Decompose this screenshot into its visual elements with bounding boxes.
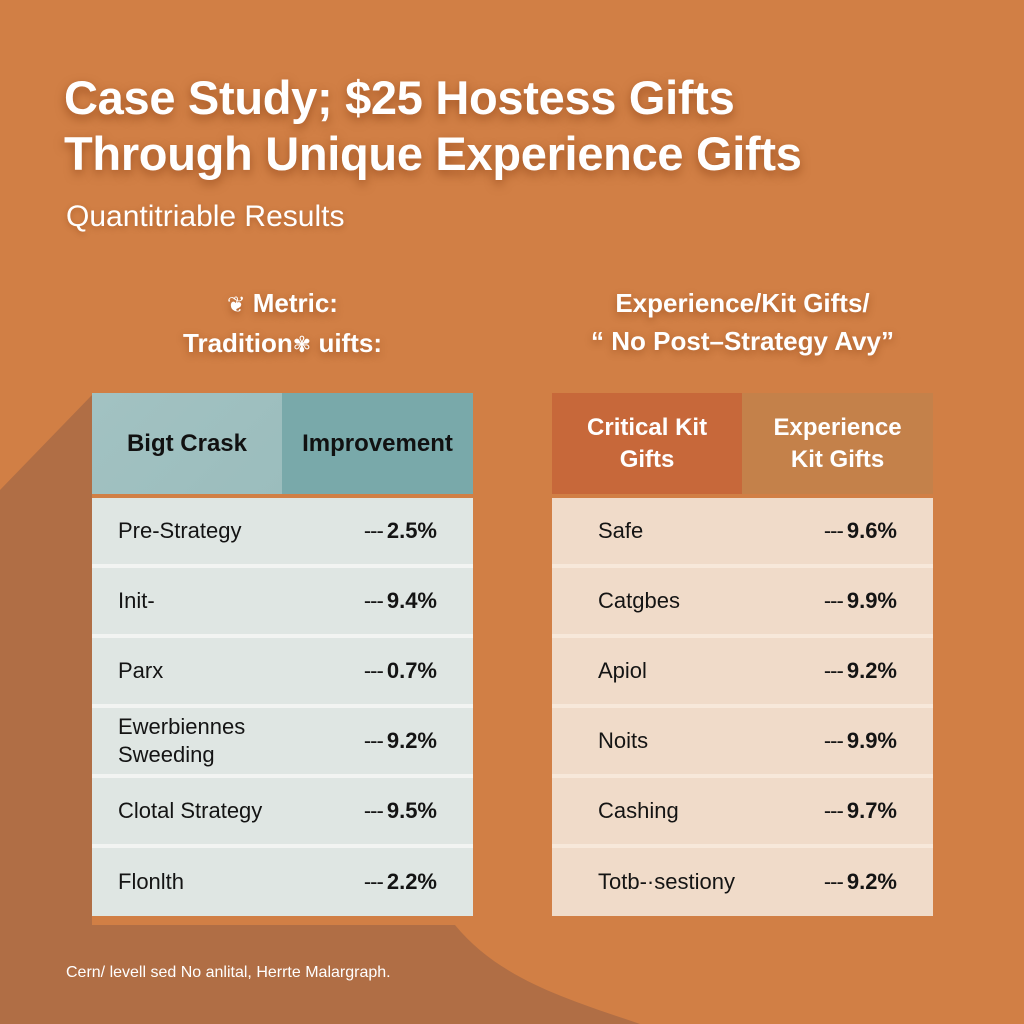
left-heading-line-1: Metric: [252,288,338,318]
column-header: Experience Kit Gifts [742,393,933,494]
page-title: Case Study; $25 Hostess Gifts Through Un… [64,70,802,182]
row-value: --- 9.2% [823,869,897,894]
row-label: Flonlth [118,869,185,894]
column-header: Critical Kit Gifts [552,393,743,494]
footnote: Cern/ levell sed No anlital, Herrte Mala… [66,964,391,981]
table-row: Flonlth --- 2.2% [92,848,473,916]
table-row: Noits --- 9.9% [552,708,933,774]
row-value: --- 9.9% [823,588,897,613]
row-label: Clotal Strategy [118,798,263,823]
row-label: Ewerbiennes Sweeding [118,714,246,767]
row-label: Safe [598,518,644,543]
row-value: --- 9.9% [823,728,897,753]
row-value: --- 0.7% [363,658,437,683]
right-heading-line-1: Experience/Kit Gifts/ [615,288,870,318]
title-line-1: Case Study; $25 Hostess Gifts [64,71,735,124]
left-heading-line-2a: Tradition [183,328,293,358]
row-label: Noits [598,728,649,753]
column-header: Improvement [282,393,473,494]
table-row: Parx --- 0.7% [92,638,473,704]
table-row: Ewerbiennes Sweeding --- 9.2% [92,708,473,774]
row-value: --- 9.5% [363,798,437,823]
experience-gifts-table: Critical Kit Gifts Experience Kit Gifts … [552,393,933,916]
table-row: Clotal Strategy --- 9.5% [92,778,473,844]
table-header: Critical Kit Gifts Experience Kit Gifts [552,393,933,494]
table-row: Totb-·sestiony --- 9.2% [552,848,933,916]
table-row: Safe --- 9.6% [552,498,933,564]
table-body: Pre-Strategy --- 2.5% Init- --- 9.4% Parx … [92,498,473,916]
row-label: Totb-·sestiony [598,869,735,894]
row-label: Apiol [598,658,647,683]
table-header: Bigt Crask Improvement [92,393,473,494]
ornament-icon: ❦ [227,292,246,317]
title-line-2: Through Unique Experience Gifts [64,127,802,180]
row-value: --- 9.4% [363,588,437,613]
row-label: Parx [118,658,164,683]
traditional-gifts-table: Bigt Crask Improvement Pre-Strategy --- 2… [92,393,473,916]
page-subtitle: Quantitriable Results [66,200,345,233]
row-value: --- 2.5% [363,518,437,543]
row-label: Pre-Strategy [118,518,242,543]
right-section-heading: Experience/Kit Gifts/ “ No Post–Strategy… [552,284,933,360]
left-heading-line-2b: uifts: [318,328,382,358]
row-label: Catgbes [598,588,680,613]
ornament-glyph-icon: ✾ [292,332,312,357]
table-row: Catgbes --- 9.9% [552,568,933,634]
column-header: Bigt Crask [92,393,282,494]
row-value: --- 9.2% [363,728,437,753]
row-value: --- 9.2% [823,658,897,683]
row-label: Init- [118,588,155,613]
table-body: Safe --- 9.6% Catgbes --- 9.9% Apiol --- 9.… [552,498,933,916]
table-row: Pre-Strategy --- 2.5% [92,498,473,564]
row-value: --- 9.6% [823,518,897,543]
table-row: Init- --- 9.4% [92,568,473,634]
row-value: --- 9.7% [823,798,897,823]
left-section-heading: ❦ Metric: Tradition✾ uifts: [92,284,473,364]
right-heading-line-2: “ No Post–Strategy Avy” [591,326,894,356]
row-label: Cashing [598,798,679,823]
table-row: Cashing --- 9.7% [552,778,933,844]
table-row: Apiol --- 9.2% [552,638,933,704]
row-value: --- 2.2% [363,869,437,894]
